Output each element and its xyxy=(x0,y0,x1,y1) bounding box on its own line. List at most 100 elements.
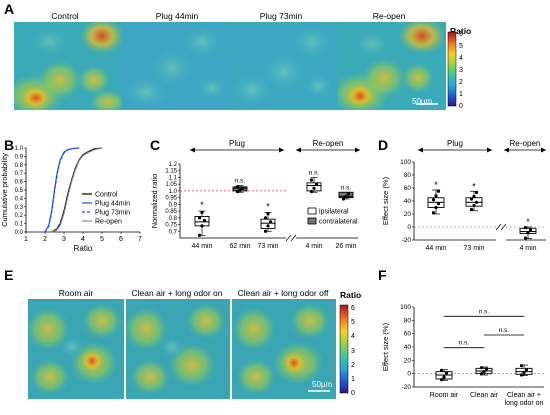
d-ylabel: Effect size (%) xyxy=(381,176,390,225)
f-xtick-label-2: Clean air + xyxy=(507,392,541,399)
panel-a-title-4: Re-open xyxy=(372,11,406,21)
c-ytick-label: 0.8 xyxy=(169,216,178,222)
f-ytick-label: 80 xyxy=(404,317,412,324)
b-ytick-label: 0.4 xyxy=(15,196,24,202)
c-annotation-1: n.s. xyxy=(235,178,246,185)
panel-label-b: B xyxy=(4,137,15,153)
f-box-1-point xyxy=(479,366,484,370)
c-ytick-label: 0.7 xyxy=(169,229,178,235)
colorbar-e-title: Ratio xyxy=(340,290,362,300)
panel-a-title-2: Plug 44min xyxy=(155,11,199,21)
c-group-reopen: Re-open xyxy=(313,140,344,148)
c-annotation-0: * xyxy=(200,200,204,210)
chart-c: 0.70.750.80.850.90.951.01.051.11.151.2 No… xyxy=(150,140,360,250)
d-box-1-point xyxy=(474,200,479,204)
panel-label-e: E xyxy=(4,267,14,283)
d-box-2-point xyxy=(523,236,528,240)
d-box-1-point xyxy=(472,203,476,208)
d-ytick-label: 20 xyxy=(404,211,412,218)
f-ytick-label: 0 xyxy=(407,371,411,378)
f-ytick-label: -20 xyxy=(402,384,412,391)
c-ytick-label: 1.05 xyxy=(165,182,177,188)
b-ytick-label: 0.5 xyxy=(15,188,24,194)
chart-d: -20 0 20 40 60 80 100 Effect size (%) 44 min * 73 … xyxy=(381,140,546,252)
d-reopen-arrow-right xyxy=(541,147,546,153)
f-ytick-label: 100 xyxy=(400,304,411,311)
d-annotation-1: * xyxy=(472,181,476,191)
image-re-open xyxy=(338,22,446,110)
d-plug-arrow-left xyxy=(418,147,423,153)
c-axis-break-1 xyxy=(285,234,292,242)
b-legend-label-0: Control xyxy=(95,192,118,199)
b-xlabel: Ratio xyxy=(74,244,93,253)
d-box-0-point xyxy=(436,189,441,193)
c-box-0-point xyxy=(197,216,202,220)
b-ytick-label: 0.7 xyxy=(15,171,24,177)
d-annotation-2: * xyxy=(526,217,530,227)
panel-label-d: D xyxy=(378,137,389,153)
c-ytick-label: 1.0 xyxy=(169,189,178,195)
f-ylabel: Effect size (%) xyxy=(381,322,390,371)
c-box-0-point xyxy=(200,224,204,228)
cb-a-tick-0: 0 xyxy=(459,103,463,110)
d-box-0-point xyxy=(434,205,438,210)
d-box-0-point xyxy=(434,194,438,198)
cb-a-tick-3: 3 xyxy=(459,67,463,74)
c-ytick-label: 1.1 xyxy=(169,175,178,181)
panel-label-c: C xyxy=(150,137,161,153)
c-ytick-label: 0.9 xyxy=(169,202,178,208)
c-box-2-point xyxy=(268,220,273,224)
f-annotation-1: n.s. xyxy=(459,340,470,347)
cb-e-tick-3: 3 xyxy=(351,348,355,355)
f-ytick-label: 40 xyxy=(404,344,412,351)
d-ytick-label: 40 xyxy=(404,198,412,205)
b-ytick-label: 0.0 xyxy=(15,230,24,236)
image-plug-44min xyxy=(122,22,230,110)
panel-a-title-3: Plug 73min xyxy=(259,11,303,21)
c-box-4-point xyxy=(346,192,351,196)
cb-e-tick-1: 1 xyxy=(351,376,355,383)
d-box-0-point xyxy=(436,202,441,206)
colorbar-a: 6 5 4 3 2 1 0 xyxy=(447,31,463,110)
d-box-2-point xyxy=(526,231,530,235)
cb-e-tick-2: 2 xyxy=(351,362,355,369)
c-xtick-label-2: 73 min xyxy=(257,243,278,250)
d-group-reopen: Re-open xyxy=(510,140,541,148)
f-xtick-label-1: Clean air xyxy=(470,392,499,399)
c-ytick-label: 1.15 xyxy=(165,169,177,175)
f-box-1-point xyxy=(479,372,484,376)
f-box-1-point xyxy=(482,370,486,374)
d-ytick-label: 100 xyxy=(400,159,411,166)
b-ytick-label: 1.0 xyxy=(15,146,24,152)
c-box-1-point xyxy=(235,189,240,194)
d-box-1-point xyxy=(474,190,479,195)
c-ytick-label: 0.85 xyxy=(165,209,177,215)
f-box-1-point xyxy=(484,367,489,371)
c-xtick-label-1: 62 min xyxy=(229,243,250,250)
b-xtick-label: 7 xyxy=(138,236,142,243)
c-box-1-point xyxy=(238,188,242,192)
image-clean-air-off xyxy=(232,299,336,399)
d-xtick-label-1: 73 min xyxy=(463,245,484,252)
c-box-4-point xyxy=(341,197,346,201)
chart-f: -20 0 20 40 60 80 100 Effect size (%) Room air Cl… xyxy=(381,304,544,407)
cb-e-tick-5: 5 xyxy=(351,319,355,326)
cb-e-tick-0: 0 xyxy=(351,390,355,397)
cb-a-tick-5: 5 xyxy=(459,43,463,50)
f-box-2-point xyxy=(519,364,524,368)
scalebar-label-a: 50μm xyxy=(412,97,433,106)
c-annotation-4: n.s. xyxy=(341,184,352,191)
f-box-0-point xyxy=(439,378,444,382)
b-ytick-label: 0.9 xyxy=(15,154,24,160)
c-ytick-label: 1.2 xyxy=(169,162,178,168)
d-ytick-label: 60 xyxy=(404,185,412,192)
c-box-3-point xyxy=(309,178,314,182)
d-box-1-point xyxy=(469,207,474,212)
panel-label-f: F xyxy=(378,267,387,283)
colorbar-e: 6 5 4 3 2 1 0 xyxy=(339,304,355,397)
b-ytick-label: 0.3 xyxy=(15,205,24,211)
d-box-2-point xyxy=(528,228,533,232)
image-control xyxy=(14,22,122,110)
c-legend-ipsi: ipsilateral xyxy=(319,209,349,216)
b-xtick-label: 1 xyxy=(24,236,28,243)
